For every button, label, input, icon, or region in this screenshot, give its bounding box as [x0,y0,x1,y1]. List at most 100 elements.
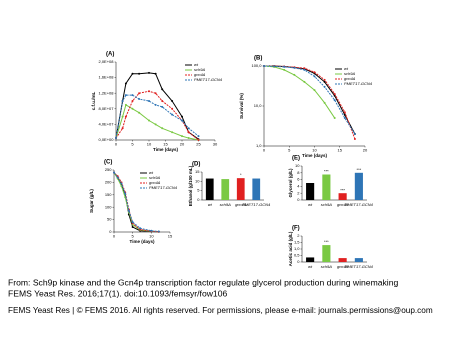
x-tick-label: sch9Δ [220,202,231,207]
y-tick-label: 10 [295,163,300,168]
y-tick-label: 15 [195,169,200,174]
data-point [283,65,286,68]
y-tick-label: 0,0E+00 [98,137,114,142]
data-point [131,94,134,97]
x-tick-label: 0 [263,148,266,153]
x-tick-label: 5 [131,142,134,147]
significance-mark: *** [324,239,329,244]
data-point [124,115,127,118]
data-point [343,117,346,120]
data-point [139,227,142,230]
legend-label: gcn4Δ [344,76,356,81]
series-line [115,104,199,141]
y-tick-label: 6 [297,177,300,182]
data-point [323,80,326,83]
x-tick-label: 0 [115,142,118,147]
data-point [154,92,157,95]
data-point [333,99,336,102]
data-point [323,78,326,81]
data-point [181,115,183,118]
x-tick-label: 15 [338,148,343,153]
bar [205,178,214,200]
significance-mark: *** [324,169,329,174]
data-point [313,71,316,74]
legend-label: gcn4Δ [149,180,161,185]
data-point [263,65,265,67]
y-tick-label: 4,0E+07 [98,121,114,126]
data-point [124,103,127,106]
data-point [161,100,164,102]
data-point [353,132,356,135]
data-point [171,131,174,134]
bar [322,174,331,200]
data-point [148,119,150,122]
data-point [148,71,150,74]
x-tick-label: 20 [363,148,368,153]
bar [236,178,245,200]
x-tick-label: sch9Δ [321,264,332,269]
y-tick-label: 1,5 [294,240,300,245]
data-point [161,105,164,108]
y-axis-label: Acetic acid (g/L) [288,231,293,266]
y-tick-label: 4 [297,183,300,188]
series-line [115,94,199,139]
x-tick-label: 0 [113,234,116,239]
bar [252,178,261,200]
data-point [124,94,127,97]
legend-label: PMET17-GCN4 [194,77,223,82]
y-tick-label: 10,0 [254,103,263,108]
data-point [124,192,127,195]
x-tick-label: gcn4Δ [337,202,349,207]
y-axis-label: Survival (%) [239,93,244,119]
data-point [293,66,296,69]
data-point [333,92,336,95]
x-tick-label: 30 [213,142,218,147]
series-line [113,172,159,233]
data-point [283,68,286,71]
data-point [293,73,296,76]
y-axis-label: Ethanol (g/100 mL) [188,165,193,206]
data-point [154,123,157,126]
series-line [115,90,199,141]
bar [354,172,363,200]
data-point [303,68,306,71]
x-tick-label: gcn4Δ [235,202,247,207]
data-point [131,100,134,102]
y-tick-label: 50 [107,217,112,222]
panel-label: (C) [104,160,112,166]
y-tick-label: 100,0 [251,63,262,68]
y-tick-label: 2 [297,233,300,238]
y-tick-label: 0 [297,259,300,264]
data-point [157,230,160,233]
panel-label: (E) [292,156,300,162]
x-tick-label: 20 [180,142,185,147]
bar [354,258,363,262]
y-tick-label: 150 [105,192,112,197]
data-point [148,100,150,102]
bar [306,257,315,262]
bar [338,193,347,200]
data-point [131,107,134,110]
data-point [187,127,190,130]
data-point [161,127,164,130]
x-tick-label: wt [308,202,313,207]
data-point [313,89,316,92]
y-tick-label: 8 [297,170,300,175]
y-tick-label: 0 [297,197,300,202]
significance-mark: *** [340,187,345,192]
significance-mark: *** [357,167,362,172]
y-axis-label: c.f.u./mL [91,92,96,111]
x-tick-label: 15 [163,142,168,147]
series-line [264,65,356,135]
series-line [264,65,356,140]
data-point [303,80,306,83]
series-line [263,65,356,135]
panel-label: (F) [292,226,300,232]
data-point [154,103,157,106]
data-point [273,65,276,68]
data-point [138,92,141,95]
data-point [131,72,134,75]
y-tick-label: 250 [105,167,112,172]
data-point [120,182,123,185]
